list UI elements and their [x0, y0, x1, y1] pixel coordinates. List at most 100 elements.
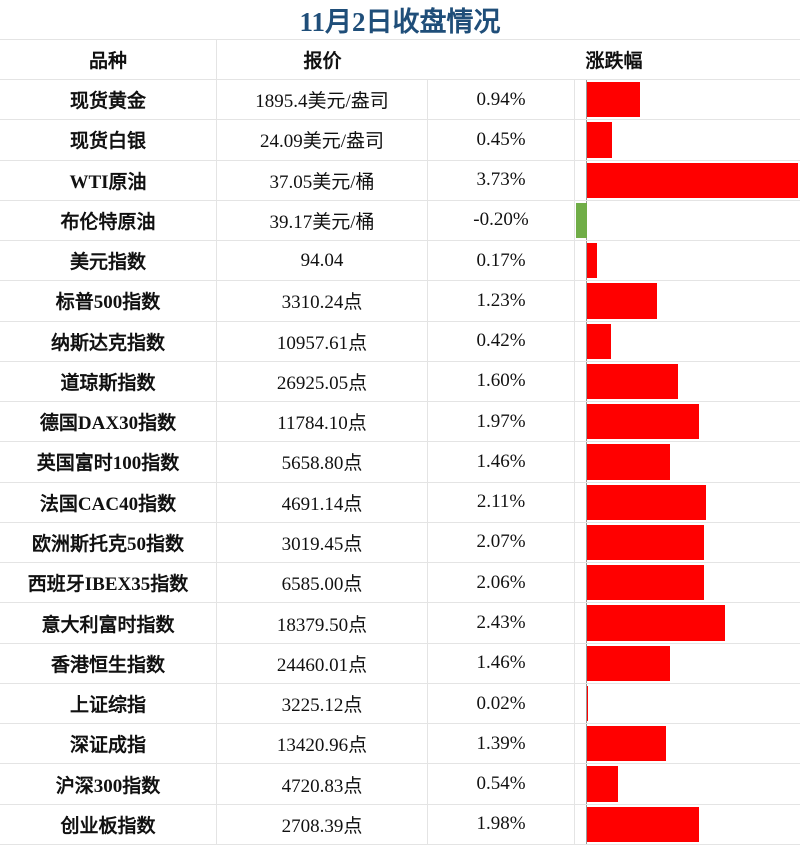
instrument-name: 西班牙IBEX35指数: [0, 563, 217, 603]
change-bar: [575, 202, 587, 239]
header-change: 涨跌幅: [585, 51, 643, 73]
change-bar-cell: [575, 322, 800, 361]
change-bar: [587, 162, 799, 198]
price: 37.05美元/桶: [217, 160, 428, 200]
price: 24.09美元/盎司: [217, 120, 428, 160]
change-percent: 0.02%: [428, 683, 575, 724]
header-row: 品种 报价 涨跌幅: [0, 40, 800, 81]
instrument-name: 道琼斯指数: [0, 361, 217, 402]
change-bar-cell: [575, 644, 800, 683]
change-bar-cell: [575, 241, 800, 280]
price: 18379.50点: [217, 603, 428, 643]
table-row: 上证综指 3225.12点 0.02%: [0, 683, 800, 725]
price: 26925.05点: [217, 361, 428, 402]
change-bar-cell: [575, 483, 800, 522]
change-percent: 1.23%: [428, 281, 575, 321]
change-percent: 0.45%: [428, 120, 575, 160]
price: 5658.80点: [217, 442, 428, 482]
price: 4720.83点: [217, 764, 428, 804]
change-bar-cell: [575, 281, 800, 320]
table-row: 西班牙IBEX35指数 6585.00点 2.06%: [0, 563, 800, 604]
change-bar: [587, 766, 618, 802]
change-bar-cell: [575, 764, 800, 803]
price: 6585.00点: [217, 563, 428, 603]
instrument-name: 法国CAC40指数: [0, 482, 217, 522]
change-bar-cell: [575, 80, 800, 119]
price: 3019.45点: [217, 522, 428, 563]
price: 4691.14点: [217, 482, 428, 522]
price: 24460.01点: [217, 643, 428, 683]
change-bar: [587, 82, 641, 118]
change-percent: 0.42%: [428, 321, 575, 361]
price: 94.04: [217, 241, 428, 281]
change-bar-cell: [575, 523, 800, 562]
instrument-name: WTI原油: [0, 160, 217, 200]
change-bar-cell: [575, 120, 800, 159]
change-percent: 2.11%: [428, 482, 575, 522]
instrument-name: 上证综指: [0, 683, 217, 724]
change-bar: [587, 363, 678, 400]
instrument-name: 沪深300指数: [0, 764, 217, 804]
change-bar-cell: [575, 201, 800, 240]
change-bar-cell: [575, 603, 800, 642]
change-percent: -0.20%: [428, 200, 575, 241]
change-bar-cell: [575, 402, 800, 441]
instrument-name: 现货黄金: [0, 80, 217, 120]
change-bar: [587, 283, 657, 319]
table-row: 英国富时100指数 5658.80点 1.46%: [0, 442, 800, 483]
instrument-name: 意大利富时指数: [0, 603, 217, 643]
table-row: 香港恒生指数 24460.01点 1.46%: [0, 643, 800, 684]
change-bar: [587, 122, 613, 158]
change-percent: 1.97%: [428, 402, 575, 442]
table-title: 11月2日收盘情况: [0, 0, 800, 40]
instrument-name: 英国富时100指数: [0, 442, 217, 482]
table-row: 深证成指 13420.96点 1.39%: [0, 724, 800, 765]
change-percent: 2.43%: [428, 603, 575, 643]
change-bar-cell: [575, 362, 800, 401]
change-bar: [587, 645, 670, 681]
header-price: 报价: [303, 51, 342, 73]
change-percent: 1.98%: [428, 804, 575, 844]
price: 10957.61点: [217, 321, 428, 361]
change-bar: [587, 726, 666, 762]
change-percent: 2.07%: [428, 522, 575, 563]
table-row: WTI原油 37.05美元/桶 3.73%: [0, 160, 800, 201]
price: 3310.24点: [217, 281, 428, 321]
change-percent: 3.73%: [428, 160, 575, 200]
table-row: 美元指数 94.04 0.17%: [0, 241, 800, 282]
change-bar-cell: [575, 563, 800, 602]
change-bar: [587, 404, 699, 440]
bar-axis: [586, 80, 587, 845]
price: 1895.4美元/盎司: [217, 80, 428, 120]
price: 11784.10点: [217, 402, 428, 442]
change-bar: [587, 524, 705, 561]
table-row: 德国DAX30指数 11784.10点 1.97%: [0, 402, 800, 443]
instrument-name: 香港恒生指数: [0, 643, 217, 683]
table-row: 布伦特原油 39.17美元/桶 -0.20%: [0, 200, 800, 242]
change-bar: [587, 806, 700, 842]
table-row: 创业板指数 2708.39点 1.98%: [0, 804, 800, 845]
change-percent: 0.54%: [428, 764, 575, 804]
table-row: 沪深300指数 4720.83点 0.54%: [0, 764, 800, 805]
change-bar: [587, 323, 611, 359]
change-percent: 1.39%: [428, 724, 575, 764]
change-percent: 0.94%: [428, 80, 575, 120]
change-percent: 1.60%: [428, 361, 575, 402]
instrument-name: 标普500指数: [0, 281, 217, 321]
change-bar: [587, 444, 670, 480]
table-row: 法国CAC40指数 4691.14点 2.11%: [0, 482, 800, 523]
change-bar-cell: [575, 724, 800, 763]
price: 39.17美元/桶: [217, 200, 428, 241]
change-bar-cell: [575, 442, 800, 481]
change-percent: 1.46%: [428, 643, 575, 683]
table-row: 意大利富时指数 18379.50点 2.43%: [0, 603, 800, 644]
change-bar: [587, 484, 707, 520]
price: 3225.12点: [217, 683, 428, 724]
table-row: 标普500指数 3310.24点 1.23%: [0, 281, 800, 322]
instrument-name: 深证成指: [0, 724, 217, 764]
table-row: 现货白银 24.09美元/盎司 0.45%: [0, 120, 800, 161]
instrument-name: 纳斯达克指数: [0, 321, 217, 361]
instrument-name: 美元指数: [0, 241, 217, 281]
change-percent: 1.46%: [428, 442, 575, 482]
